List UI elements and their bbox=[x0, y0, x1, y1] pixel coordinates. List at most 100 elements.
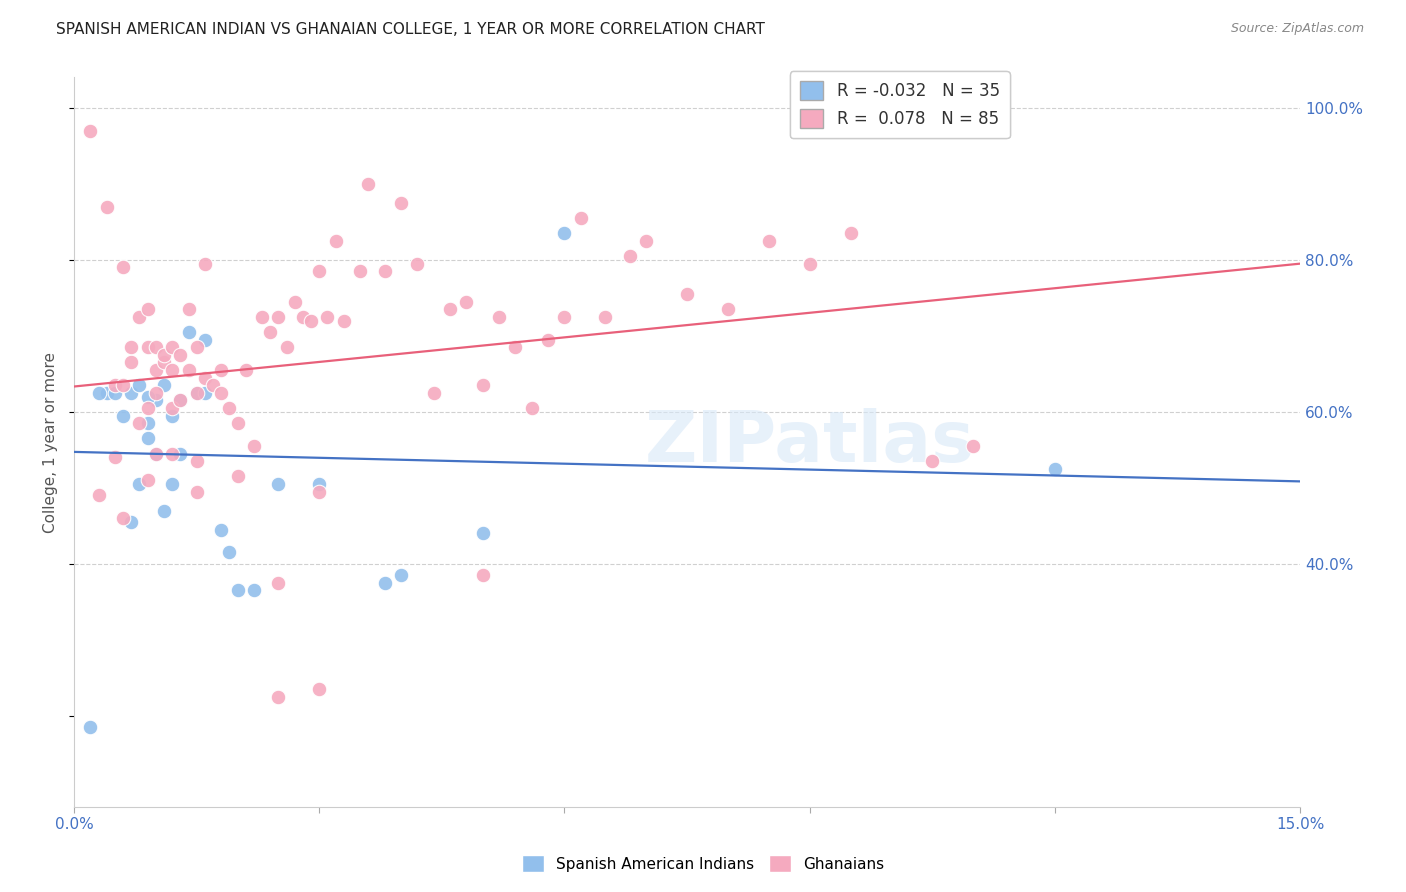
Point bbox=[374, 575, 396, 590]
Point bbox=[87, 385, 110, 400]
Point bbox=[128, 310, 150, 324]
Point bbox=[169, 447, 191, 461]
Point bbox=[406, 257, 429, 271]
Point bbox=[243, 439, 266, 453]
Point bbox=[243, 583, 266, 598]
Point bbox=[439, 302, 461, 317]
Point bbox=[128, 477, 150, 491]
Point bbox=[595, 310, 617, 324]
Point bbox=[209, 523, 232, 537]
Point bbox=[145, 447, 167, 461]
Point bbox=[333, 313, 356, 327]
Point bbox=[422, 385, 444, 400]
Point bbox=[145, 363, 167, 377]
Point bbox=[136, 416, 159, 430]
Point bbox=[357, 177, 380, 191]
Point bbox=[120, 515, 142, 529]
Point bbox=[505, 340, 527, 354]
Point bbox=[308, 477, 330, 491]
Point bbox=[226, 583, 249, 598]
Point bbox=[218, 545, 240, 559]
Point bbox=[389, 568, 412, 582]
Point bbox=[676, 287, 699, 301]
Point bbox=[471, 378, 494, 392]
Point bbox=[636, 234, 658, 248]
Point bbox=[209, 385, 232, 400]
Point bbox=[112, 378, 135, 392]
Point bbox=[160, 340, 183, 354]
Point bbox=[389, 195, 412, 210]
Point bbox=[226, 416, 249, 430]
Point bbox=[128, 378, 150, 392]
Point bbox=[259, 325, 281, 339]
Point bbox=[136, 431, 159, 445]
Point bbox=[325, 234, 347, 248]
Point bbox=[374, 264, 396, 278]
Point bbox=[209, 363, 232, 377]
Point bbox=[194, 257, 217, 271]
Point bbox=[120, 385, 142, 400]
Point bbox=[169, 393, 191, 408]
Point bbox=[839, 226, 862, 240]
Point bbox=[186, 385, 208, 400]
Point bbox=[962, 439, 984, 453]
Point bbox=[104, 450, 127, 465]
Point bbox=[87, 488, 110, 502]
Point bbox=[276, 340, 298, 354]
Point bbox=[186, 454, 208, 468]
Point bbox=[79, 720, 101, 734]
Point bbox=[537, 333, 560, 347]
Point bbox=[316, 310, 339, 324]
Point bbox=[128, 416, 150, 430]
Point bbox=[186, 484, 208, 499]
Point bbox=[569, 211, 592, 225]
Point bbox=[308, 484, 330, 499]
Point bbox=[160, 409, 183, 423]
Point bbox=[758, 234, 780, 248]
Point bbox=[153, 348, 176, 362]
Point bbox=[619, 249, 641, 263]
Point bbox=[145, 340, 167, 354]
Point bbox=[284, 294, 307, 309]
Point bbox=[136, 390, 159, 404]
Y-axis label: College, 1 year or more: College, 1 year or more bbox=[44, 351, 58, 533]
Point bbox=[921, 454, 943, 468]
Point bbox=[145, 447, 167, 461]
Legend: Spanish American Indians, Ghanaians: Spanish American Indians, Ghanaians bbox=[515, 847, 891, 880]
Point bbox=[153, 503, 176, 517]
Point bbox=[136, 302, 159, 317]
Point bbox=[299, 313, 322, 327]
Point bbox=[169, 348, 191, 362]
Point bbox=[177, 325, 200, 339]
Point bbox=[471, 568, 494, 582]
Point bbox=[153, 355, 176, 369]
Point bbox=[96, 385, 118, 400]
Point bbox=[160, 477, 183, 491]
Point bbox=[112, 409, 135, 423]
Point bbox=[267, 690, 290, 704]
Point bbox=[308, 264, 330, 278]
Point bbox=[291, 310, 314, 324]
Text: SPANISH AMERICAN INDIAN VS GHANAIAN COLLEGE, 1 YEAR OR MORE CORRELATION CHART: SPANISH AMERICAN INDIAN VS GHANAIAN COLL… bbox=[56, 22, 765, 37]
Point bbox=[145, 385, 167, 400]
Point bbox=[250, 310, 273, 324]
Point bbox=[799, 257, 821, 271]
Text: ZIPatlas: ZIPatlas bbox=[644, 408, 974, 476]
Point bbox=[153, 378, 176, 392]
Point bbox=[194, 370, 217, 384]
Point bbox=[717, 302, 740, 317]
Text: Source: ZipAtlas.com: Source: ZipAtlas.com bbox=[1230, 22, 1364, 36]
Point bbox=[136, 473, 159, 487]
Point bbox=[235, 363, 257, 377]
Point bbox=[308, 682, 330, 697]
Point bbox=[471, 526, 494, 541]
Point bbox=[194, 385, 217, 400]
Point bbox=[202, 378, 225, 392]
Point bbox=[349, 264, 371, 278]
Point bbox=[160, 401, 183, 415]
Point bbox=[267, 477, 290, 491]
Legend: R = -0.032   N = 35, R =  0.078   N = 85: R = -0.032 N = 35, R = 0.078 N = 85 bbox=[790, 71, 1010, 138]
Point bbox=[120, 340, 142, 354]
Point bbox=[160, 363, 183, 377]
Point bbox=[104, 385, 127, 400]
